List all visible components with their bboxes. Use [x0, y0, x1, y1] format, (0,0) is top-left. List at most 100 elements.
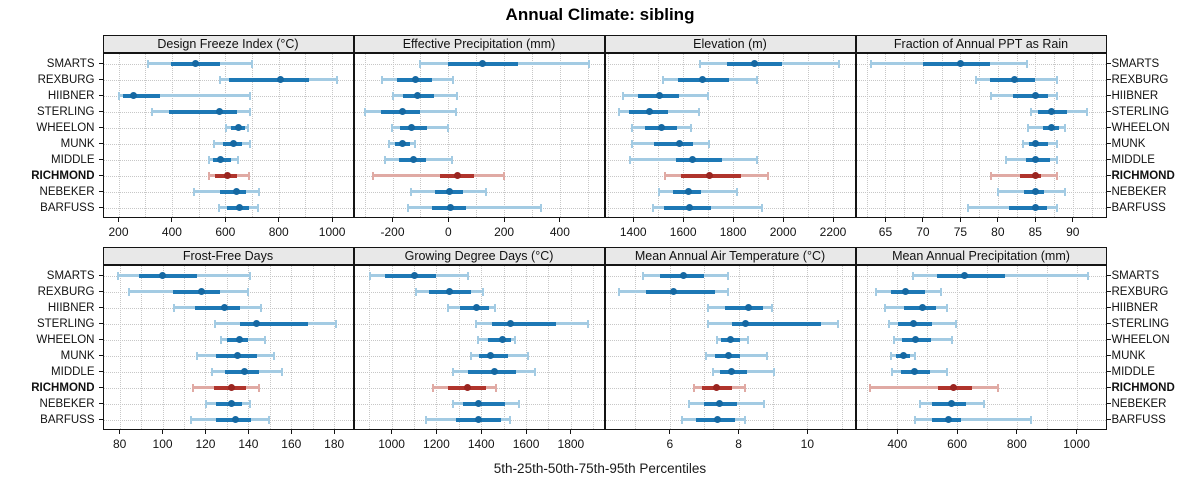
panel-strip: Growing Degree Days (°C) — [353, 247, 605, 265]
x-tick-mark — [959, 218, 961, 222]
grid-vline — [897, 266, 899, 429]
grid-vline — [1016, 54, 1018, 217]
grid-hline — [856, 143, 1106, 145]
whisker-cap-low — [192, 187, 195, 196]
percentile-band-inner — [1009, 205, 1047, 210]
whisker-cap-high — [250, 59, 253, 68]
percentile-band-inner — [169, 109, 238, 114]
whisker-cap-high — [540, 203, 543, 212]
strip-title: Frost-Free Days — [182, 249, 274, 263]
y-tick-mark — [1106, 291, 1111, 292]
grid-vline — [162, 266, 164, 429]
median-dot — [234, 352, 242, 359]
x-tick-label: 80 — [991, 225, 1005, 239]
station-label-right: BARFUSS — [1111, 201, 1166, 214]
grid-hline — [856, 95, 1106, 97]
grid-vline — [1016, 266, 1018, 429]
grid-hline — [856, 371, 1106, 373]
whisker-cap-low — [387, 139, 390, 148]
median-dot — [217, 156, 225, 163]
median-dot — [1010, 76, 1018, 83]
whisker-cap-high — [513, 335, 516, 344]
y-tick-mark — [98, 275, 103, 276]
grid-hline — [354, 127, 604, 129]
grid-vline — [332, 54, 334, 217]
whisker-cap-low — [681, 415, 684, 424]
median-dot — [197, 288, 205, 295]
whisker-cap-high — [517, 399, 520, 408]
y-tick-mark — [98, 419, 103, 420]
whisker-cap-high — [335, 75, 338, 84]
median-dot — [688, 156, 696, 163]
grid-hline — [605, 111, 855, 113]
x-tick-mark — [738, 430, 740, 434]
median-dot — [741, 320, 749, 327]
whisker-cap-high — [281, 367, 284, 376]
median-dot — [684, 188, 692, 195]
grid-vline — [1035, 54, 1037, 217]
percentile-band-inner — [645, 289, 715, 294]
y-tick-mark — [1106, 207, 1111, 208]
median-dot — [724, 352, 732, 359]
grid-vline — [683, 54, 685, 217]
whisker-cap-low — [204, 399, 207, 408]
grid-hline — [354, 143, 604, 145]
x-tick-label: -200 — [380, 225, 405, 239]
whisker-cap-low — [698, 59, 701, 68]
station-label-left: HIIBNER — [47, 89, 95, 102]
whisker-cap-high — [726, 287, 729, 296]
grid-vline — [960, 54, 962, 217]
x-tick-label: 120 — [195, 437, 216, 451]
grid-vline — [979, 54, 981, 217]
grid-vline — [772, 266, 774, 429]
x-tick-mark — [333, 430, 335, 434]
whisker-cap-low — [364, 107, 367, 116]
grid-vline — [225, 54, 227, 217]
x-tick-label: 600 — [947, 437, 968, 451]
grid-vline — [392, 54, 394, 217]
whisker-cap-high — [446, 123, 449, 132]
whisker-cap-low — [641, 271, 644, 280]
x-tick-label: 160 — [281, 437, 302, 451]
grid-hline — [605, 275, 855, 277]
whisker-cap-high — [914, 351, 917, 360]
y-tick-mark — [1106, 355, 1111, 356]
median-dot — [475, 400, 483, 407]
x-tick-label: 1800 — [719, 225, 747, 239]
station-label-left: WHEELON — [36, 121, 95, 134]
x-tick-label: 1600 — [512, 437, 540, 451]
y-tick-mark — [98, 95, 103, 96]
whisker-cap-high — [257, 187, 260, 196]
median-dot — [956, 60, 964, 67]
median-dot — [911, 368, 919, 375]
x-tick-mark — [391, 430, 393, 434]
station-label-left: NEBEKER — [39, 397, 95, 410]
whisker-cap-high — [1086, 271, 1089, 280]
whisker-cap-high — [766, 351, 769, 360]
grid-hline — [856, 323, 1106, 325]
y-tick-mark — [1106, 175, 1111, 176]
whisker-cap-low — [224, 123, 227, 132]
whisker-cap-high — [257, 383, 260, 392]
whisker-cap-low — [211, 367, 214, 376]
grid-vline — [141, 266, 143, 429]
median-dot — [726, 336, 734, 343]
x-tick-mark — [118, 218, 120, 222]
median-dot — [227, 400, 235, 407]
median-dot — [491, 368, 499, 375]
median-dot — [656, 92, 664, 99]
grid-hline — [354, 275, 604, 277]
percentile-band-inner — [492, 321, 557, 326]
percentile-band-inner — [239, 321, 309, 326]
x-tick-label: 400 — [161, 225, 182, 239]
whisker-cap-high — [334, 319, 337, 328]
station-label-left: REXBURG — [37, 73, 95, 86]
median-dot — [411, 76, 419, 83]
grid-hline — [856, 307, 1106, 309]
station-label-right: STERLING — [1111, 317, 1170, 330]
whisker-cap-high — [249, 399, 252, 408]
x-tick-label: 1000 — [318, 225, 346, 239]
grid-vline — [708, 54, 710, 217]
median-dot — [948, 400, 956, 407]
whisker-cap-high — [946, 303, 949, 312]
